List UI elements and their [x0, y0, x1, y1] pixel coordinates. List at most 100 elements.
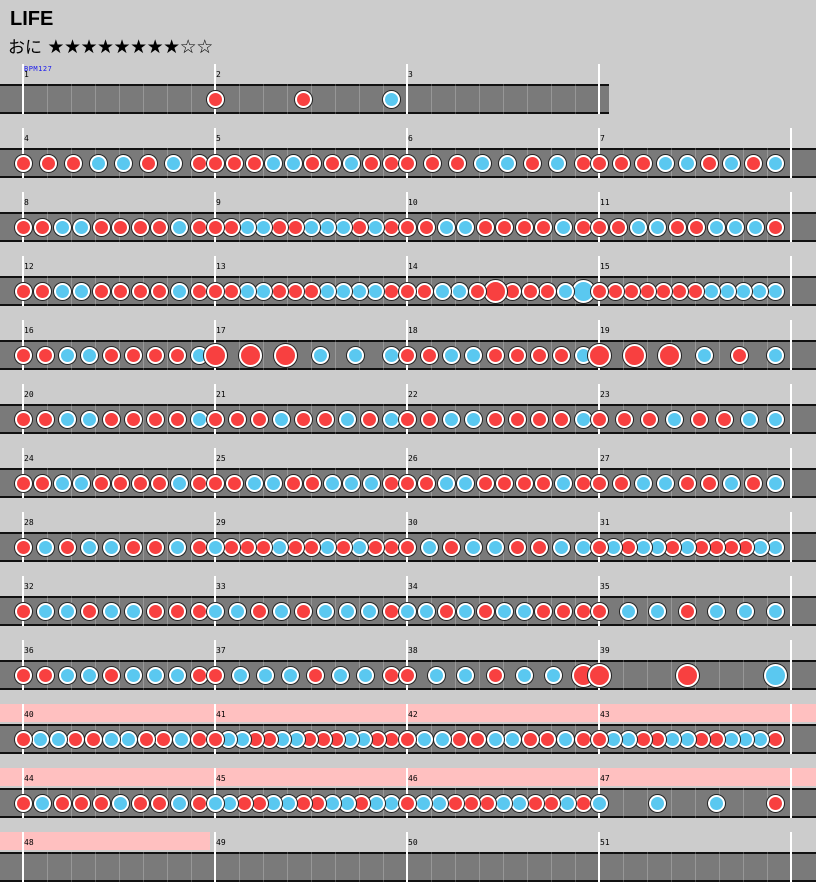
- don-note: [351, 219, 368, 236]
- don-note: [81, 603, 98, 620]
- don-note: [575, 603, 592, 620]
- don-note: [516, 475, 533, 492]
- bar-line: [214, 640, 216, 690]
- don-note: [151, 475, 168, 492]
- ka-note: [229, 603, 246, 620]
- beat-line: [191, 84, 192, 114]
- beat-line: [743, 852, 744, 882]
- bar-line: [22, 128, 24, 178]
- measure-number: 37: [216, 646, 226, 655]
- don-note: [317, 411, 334, 428]
- don-note: [607, 283, 624, 300]
- beat-line: [119, 852, 120, 882]
- bar-line: [790, 832, 792, 882]
- big-don-note: [623, 344, 646, 367]
- bar-line: [790, 128, 792, 178]
- don-note: [708, 539, 725, 556]
- don-note: [15, 795, 32, 812]
- ka-note: [273, 603, 290, 620]
- measure-number: 38: [408, 646, 418, 655]
- ka-note: [173, 731, 190, 748]
- don-note: [591, 475, 608, 492]
- ka-note: [351, 539, 368, 556]
- ka-note: [90, 155, 107, 172]
- beat-line: [167, 404, 168, 434]
- song-title: LIFE: [10, 8, 54, 30]
- ka-note: [361, 603, 378, 620]
- ka-note: [273, 411, 290, 428]
- don-note: [191, 539, 208, 556]
- don-note: [191, 603, 208, 620]
- ka-note: [171, 283, 188, 300]
- measure-number: 48: [24, 838, 34, 847]
- measure-number: 40: [24, 710, 34, 719]
- ka-note: [557, 283, 574, 300]
- beat-line: [143, 404, 144, 434]
- ka-note: [312, 347, 329, 364]
- don-note: [447, 795, 464, 812]
- ka-note: [635, 539, 652, 556]
- don-note: [54, 795, 71, 812]
- ka-note: [367, 219, 384, 236]
- beat-line: [263, 468, 264, 498]
- don-note: [716, 411, 733, 428]
- ka-note: [679, 155, 696, 172]
- don-note: [191, 475, 208, 492]
- don-note: [303, 539, 320, 556]
- beat-line: [671, 788, 672, 818]
- don-note: [623, 283, 640, 300]
- ka-note: [474, 155, 491, 172]
- bar-line: [598, 704, 600, 754]
- ka-note: [103, 539, 120, 556]
- ka-note: [120, 731, 137, 748]
- ka-note: [343, 475, 360, 492]
- beat-line: [359, 852, 360, 882]
- don-note: [125, 347, 142, 364]
- don-note: [679, 475, 696, 492]
- don-note: [399, 795, 416, 812]
- don-note: [73, 795, 90, 812]
- don-note: [93, 219, 110, 236]
- don-note: [93, 475, 110, 492]
- don-note: [40, 155, 57, 172]
- ka-note: [115, 155, 132, 172]
- ka-note: [545, 667, 562, 684]
- bar-line: [214, 576, 216, 626]
- chart-row-28: 28 29 30 31: [0, 512, 816, 562]
- don-note: [151, 795, 168, 812]
- ka-note: [696, 347, 713, 364]
- don-note: [67, 731, 84, 748]
- ka-note: [559, 795, 576, 812]
- don-note: [65, 155, 82, 172]
- ka-note: [553, 539, 570, 556]
- don-note: [295, 411, 312, 428]
- don-note: [575, 795, 592, 812]
- don-note: [610, 219, 627, 236]
- measure-number: 21: [216, 390, 226, 399]
- ka-note: [59, 603, 76, 620]
- don-note: [664, 539, 681, 556]
- bar-line: [22, 320, 24, 370]
- ka-note: [265, 155, 282, 172]
- ka-note: [591, 795, 608, 812]
- don-note: [531, 411, 548, 428]
- measure-number: 13: [216, 262, 226, 271]
- ka-note: [191, 411, 208, 428]
- ka-note: [271, 539, 288, 556]
- beat-line: [95, 852, 96, 882]
- bar-line: [598, 128, 600, 178]
- beat-line: [71, 468, 72, 498]
- don-note: [731, 347, 748, 364]
- don-note: [469, 283, 486, 300]
- don-note: [418, 475, 435, 492]
- measure-number: 26: [408, 454, 418, 463]
- ka-note: [421, 539, 438, 556]
- don-note: [516, 219, 533, 236]
- don-note: [463, 795, 480, 812]
- chart-row-48: 48 49 50 51: [0, 832, 816, 882]
- measure-number: 30: [408, 518, 418, 527]
- beat-line: [335, 84, 336, 114]
- ka-note: [499, 155, 516, 172]
- bar-line: [22, 768, 24, 818]
- don-note: [575, 731, 592, 748]
